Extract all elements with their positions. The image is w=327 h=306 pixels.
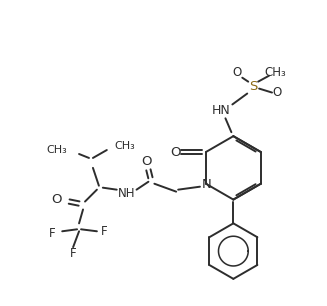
Text: CH₃: CH₃: [264, 66, 286, 79]
Text: O: O: [141, 155, 152, 168]
Text: F: F: [70, 247, 77, 259]
Text: HN: HN: [212, 104, 231, 117]
Text: S: S: [249, 80, 257, 93]
Text: O: O: [170, 146, 181, 159]
Text: CH₃: CH₃: [115, 141, 135, 151]
Text: NH: NH: [118, 187, 135, 200]
Text: F: F: [100, 225, 107, 238]
Text: O: O: [272, 86, 282, 99]
Text: O: O: [51, 193, 61, 206]
Text: O: O: [233, 66, 242, 79]
Text: F: F: [49, 227, 56, 240]
Text: CH₃: CH₃: [46, 145, 67, 155]
Text: N: N: [202, 178, 212, 191]
